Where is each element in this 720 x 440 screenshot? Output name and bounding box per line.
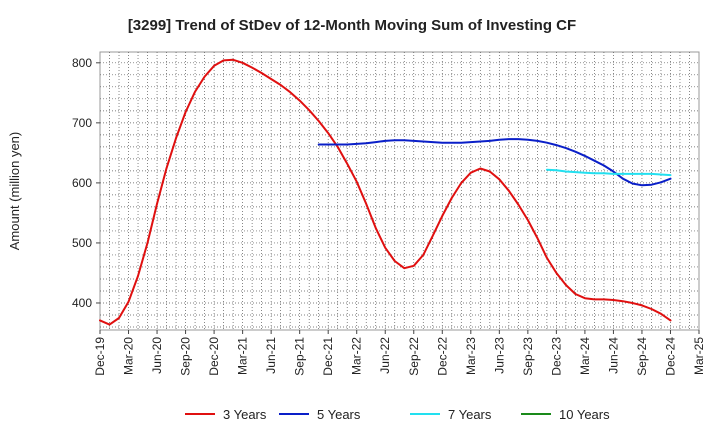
legend: 3 Years 5 Years 7 Years 10 Years <box>185 407 610 422</box>
x-tick-label: Mar-20 <box>122 337 136 375</box>
x-tick-label: Mar-22 <box>350 337 364 375</box>
x-tick-label: Dec-20 <box>207 337 221 376</box>
x-tick-label: Mar-23 <box>464 337 478 375</box>
series-line-7-years <box>545 168 672 177</box>
legend-label-3-years: 3 Years <box>223 407 267 422</box>
y-tick-label: 800 <box>72 56 92 70</box>
x-tick-label: Dec-22 <box>435 337 449 376</box>
x-tick-label: Sep-20 <box>179 337 193 376</box>
y-tick-labels: 400 500 600 700 800 <box>72 56 100 310</box>
x-tick-label: Jun-22 <box>378 337 392 374</box>
grid-layer <box>100 52 699 330</box>
x-tick-label: Dec-19 <box>93 337 107 376</box>
x-tick-label: Dec-21 <box>321 337 335 376</box>
legend-label-7-years: 7 Years <box>448 407 492 422</box>
plot-area <box>99 51 700 331</box>
x-tick-label: Sep-23 <box>521 337 535 376</box>
y-axis-title: Amount (million yen) <box>7 132 22 251</box>
y-tick-label: 400 <box>72 296 92 310</box>
series-line-5-years <box>317 138 672 187</box>
y-tick-label: 500 <box>72 236 92 250</box>
series-layer <box>99 58 672 326</box>
x-tick-label: Dec-24 <box>663 337 677 376</box>
x-tick-label: Sep-24 <box>635 337 649 376</box>
x-tick-label: Jun-20 <box>150 337 164 374</box>
x-tick-label: Mar-24 <box>578 337 592 375</box>
legend-label-10-years: 10 Years <box>559 407 610 422</box>
x-tick-label: Jun-21 <box>264 337 278 374</box>
series-line-3-years <box>99 58 672 326</box>
x-tick-label: Mar-21 <box>236 337 250 375</box>
x-tick-label: Sep-22 <box>407 337 421 376</box>
x-tick-label: Mar-25 <box>692 337 706 375</box>
legend-label-5-years: 5 Years <box>317 407 361 422</box>
x-tick-label: Jun-23 <box>492 337 506 374</box>
chart-title: [3299] Trend of StDev of 12-Month Moving… <box>128 17 576 34</box>
x-tick-label: Dec-23 <box>549 337 563 376</box>
y-tick-label: 700 <box>72 116 92 130</box>
x-tick-label: Sep-21 <box>293 337 307 376</box>
y-tick-label: 600 <box>72 176 92 190</box>
x-tick-labels: Dec-19 Mar-20 Jun-20 Sep-20 Dec-20 Mar-21 Jun-… <box>93 330 706 376</box>
x-tick-label: Jun-24 <box>606 337 620 374</box>
